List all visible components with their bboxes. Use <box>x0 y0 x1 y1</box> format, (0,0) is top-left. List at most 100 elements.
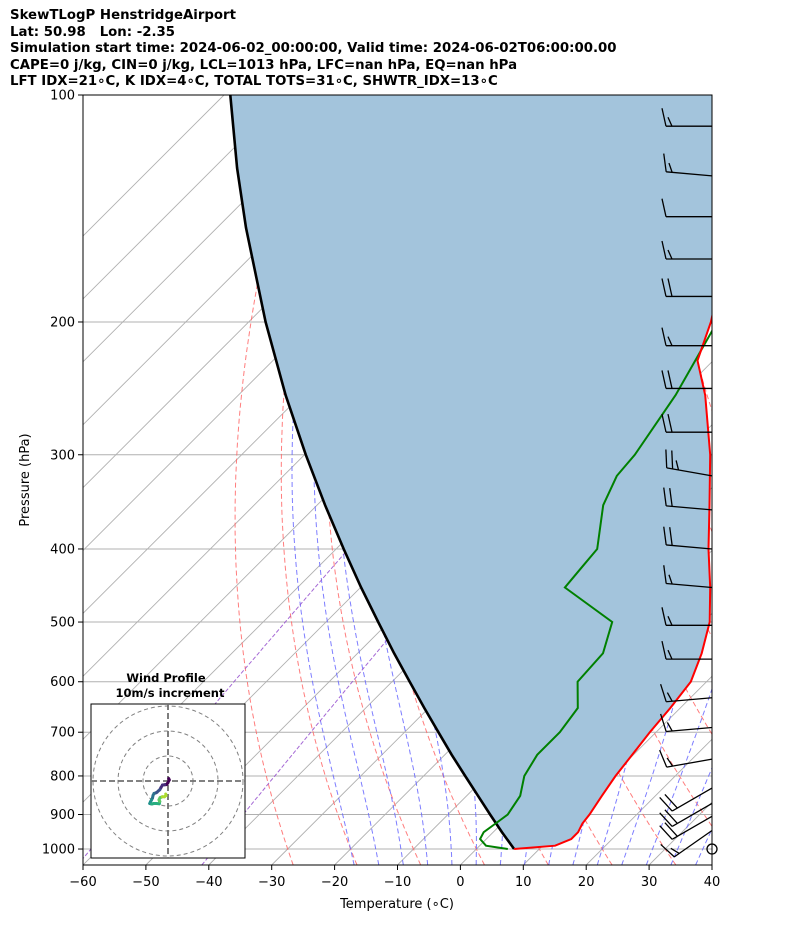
barb-full-feather <box>661 108 667 127</box>
barb-full-feather <box>659 825 673 840</box>
x-tick-label: 10 <box>515 875 532 890</box>
barb-staff <box>666 467 713 477</box>
x-tick-label: −50 <box>132 875 159 890</box>
isotherm-line <box>711 864 712 865</box>
time-line: Simulation start time: 2024-06-02_00:00:… <box>10 41 617 56</box>
barb-full-feather <box>659 796 673 812</box>
barb-full-feather <box>659 812 673 827</box>
wind-barb <box>665 449 713 477</box>
barb-staff <box>666 505 713 511</box>
wind-barbs <box>659 108 718 858</box>
barb-full-feather <box>661 198 667 217</box>
barb-half-feather <box>667 649 673 660</box>
x-tick-label: 30 <box>641 875 658 890</box>
wind-barb <box>663 487 713 511</box>
barb-full-feather <box>671 450 674 469</box>
barb-full-feather <box>661 327 667 346</box>
moist-adiabat <box>621 95 709 865</box>
chart-title: SkewTLogP HenstridgeAirport <box>10 8 236 23</box>
barb-full-feather <box>667 278 673 297</box>
barb-half-feather <box>668 574 673 585</box>
barb-full-feather <box>661 370 667 389</box>
wind-barb <box>661 414 712 433</box>
barb-full-feather <box>660 713 667 732</box>
wind-barb <box>661 240 712 260</box>
calm-wind-circle <box>706 843 718 855</box>
barb-half-feather <box>667 249 673 260</box>
barb-full-feather <box>664 809 678 824</box>
barb-staff <box>666 758 713 768</box>
y-tick-label: 100 <box>50 89 75 104</box>
barb-staff <box>666 726 713 733</box>
wind-barb <box>660 829 713 858</box>
x-tick-label: −30 <box>258 875 285 890</box>
dry-adiabat <box>234 95 305 865</box>
barb-half-feather <box>666 722 673 732</box>
moist-adiabat <box>670 766 712 865</box>
y-tick-label: 500 <box>50 616 75 631</box>
x-tick-label: −20 <box>321 875 348 890</box>
wind-barb <box>659 815 713 840</box>
y-tick-label: 200 <box>50 315 75 330</box>
wind-barb <box>661 641 712 660</box>
isotherm-line <box>775 95 794 865</box>
isotherm-line <box>83 95 288 300</box>
barb-half-feather <box>668 162 673 173</box>
barb-full-feather <box>667 414 673 433</box>
x-tick-label: −60 <box>69 875 96 890</box>
cape-line: CAPE=0 j/kg, CIN=0 j/kg, LCL=1013 hPa, L… <box>10 57 518 73</box>
barb-half-feather <box>666 757 674 767</box>
x-tick-label: −40 <box>195 875 222 890</box>
barb-full-feather <box>664 793 678 809</box>
barb-staff <box>673 829 713 858</box>
wind-barb <box>660 683 713 703</box>
dry-adiabat <box>761 95 794 865</box>
barb-staff <box>671 787 713 812</box>
wind-barb <box>661 327 712 347</box>
barb-half-feather <box>667 116 673 127</box>
x-tick-label: 20 <box>578 875 595 890</box>
cin-cape-shading <box>230 95 712 849</box>
index-line: LFT IDX=21∘C, K IDX=4∘C, TOTAL TOTS=31∘C… <box>10 74 498 89</box>
barb-full-feather <box>669 488 673 507</box>
y-tick-label: 700 <box>50 726 75 741</box>
chart-header: SkewTLogP HenstridgeAirport Lat: 50.98 L… <box>10 8 617 91</box>
y-tick-label: 400 <box>50 542 75 557</box>
barb-staff <box>671 802 713 827</box>
y-tick-label: 600 <box>50 675 75 690</box>
hodograph-trace <box>148 777 171 806</box>
y-tick-label: 300 <box>50 448 75 463</box>
wind-profile-subtitle: 10m/s increment <box>116 686 225 700</box>
wind-barb <box>659 749 713 768</box>
wind-profile-inset: Wind Profile 10m/s increment <box>90 671 246 859</box>
barb-staff <box>666 171 713 177</box>
barb-full-feather <box>661 414 667 433</box>
barb-half-feather <box>667 336 673 346</box>
barb-full-feather <box>665 449 668 468</box>
dewpoint-line <box>478 329 712 850</box>
wind-barb <box>661 108 712 127</box>
wind-barb <box>663 153 713 177</box>
wind-barb <box>661 370 712 390</box>
moist-adiabat <box>720 95 794 865</box>
dry-adiabat <box>662 95 712 413</box>
dry-adiabat <box>728 95 794 865</box>
dry-adiabat <box>280 95 358 865</box>
barb-full-feather <box>667 370 673 389</box>
barb-half-feather <box>666 692 673 702</box>
parcel-profile-line <box>229 95 516 850</box>
barb-full-feather <box>663 487 667 506</box>
wind-barb <box>661 278 712 298</box>
wind-barb <box>659 787 713 812</box>
y-tick-label: 900 <box>50 808 75 823</box>
wind-profile-title: Wind Profile <box>126 671 206 685</box>
tick-layer: −60 −50 −40 −30 −20 −10 0 10 20 30 40 100 200 300 400 5… <box>42 89 720 891</box>
x-tick-label: −10 <box>384 875 411 890</box>
wind-barb <box>661 198 712 218</box>
wind-barb <box>663 565 713 589</box>
isotherm-line <box>83 95 225 237</box>
barb-full-feather <box>661 641 667 660</box>
wind-barb <box>659 802 713 827</box>
x-axis-label: Temperature (∘C) <box>339 897 454 912</box>
